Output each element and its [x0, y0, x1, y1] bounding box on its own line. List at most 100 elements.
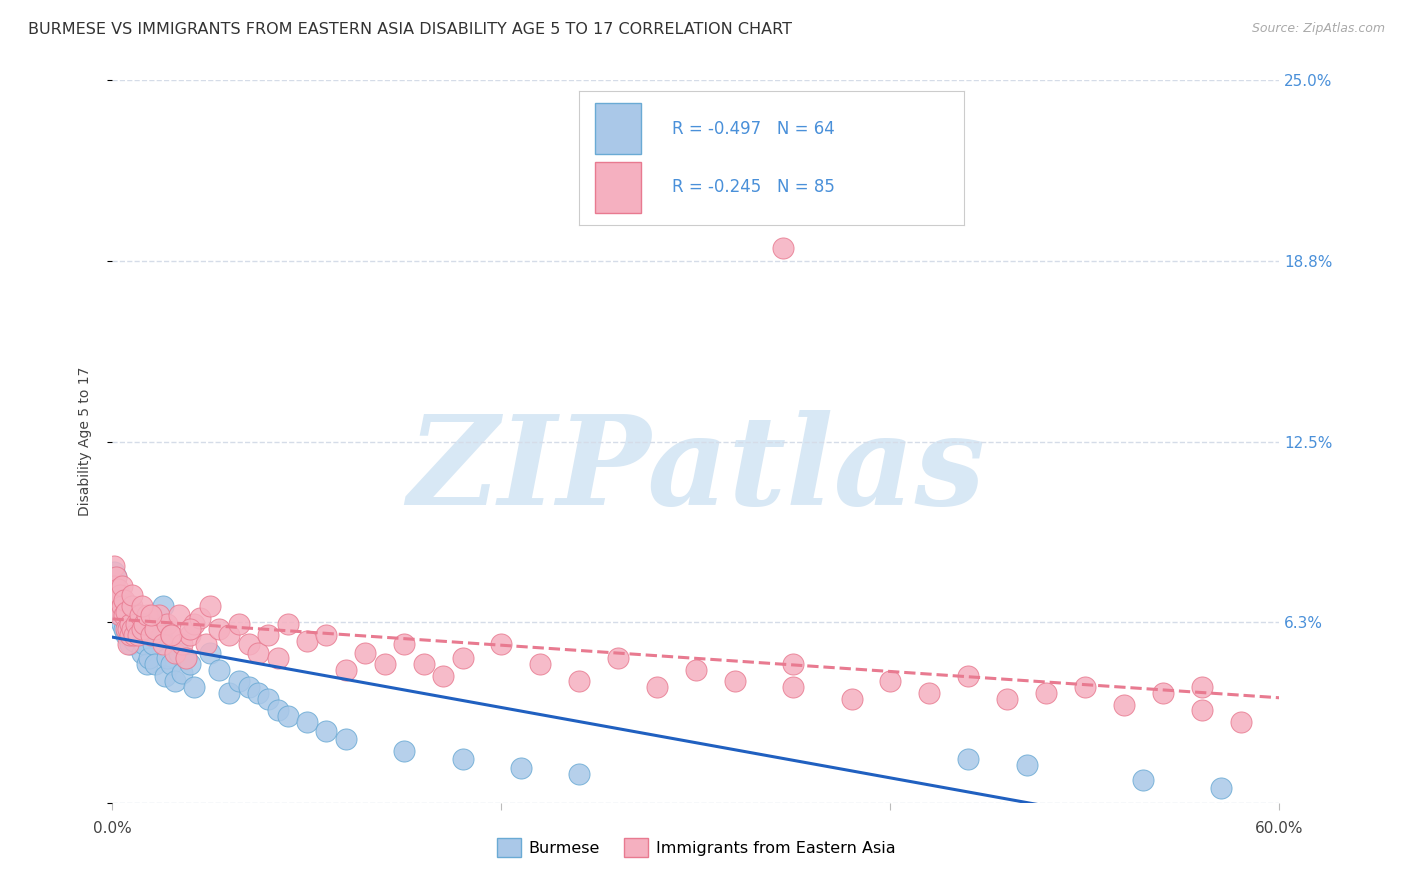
- Point: [107, 582, 129, 596]
- Point: [179, 628, 201, 642]
- Point: [1074, 680, 1097, 694]
- Point: [138, 651, 160, 665]
- Point: [160, 657, 183, 671]
- Point: [117, 623, 139, 637]
- Point: [156, 651, 179, 665]
- Point: [136, 607, 159, 622]
- Point: [1191, 703, 1213, 717]
- Point: [568, 674, 591, 689]
- Point: [772, 241, 794, 255]
- Point: [491, 637, 513, 651]
- Point: [179, 623, 201, 637]
- Point: [267, 703, 290, 717]
- Point: [879, 674, 901, 689]
- Point: [122, 628, 145, 642]
- Point: [111, 579, 134, 593]
- Point: [112, 605, 135, 619]
- Point: [103, 558, 125, 573]
- Point: [117, 637, 139, 651]
- Point: [1209, 781, 1232, 796]
- Point: [172, 637, 194, 651]
- Text: ZIPatlas: ZIPatlas: [406, 409, 986, 532]
- Point: [128, 628, 150, 642]
- Point: [1112, 698, 1135, 712]
- Point: [394, 637, 416, 651]
- Point: [335, 732, 357, 747]
- Legend: Burmese, Immigrants from Eastern Asia: Burmese, Immigrants from Eastern Asia: [491, 831, 901, 863]
- Point: [295, 634, 318, 648]
- Point: [160, 628, 183, 642]
- Point: [160, 628, 183, 642]
- Point: [118, 616, 141, 631]
- Point: [257, 691, 280, 706]
- Point: [238, 637, 260, 651]
- Point: [152, 637, 174, 651]
- Point: [335, 663, 357, 677]
- Point: [148, 607, 170, 622]
- Point: [143, 623, 166, 637]
- Point: [315, 723, 337, 738]
- Point: [112, 593, 135, 607]
- Point: [176, 651, 198, 665]
- Point: [152, 599, 174, 614]
- Point: [247, 646, 270, 660]
- Point: [267, 651, 290, 665]
- Point: [782, 657, 804, 671]
- Point: [228, 674, 250, 689]
- Point: [218, 628, 240, 642]
- Point: [179, 657, 201, 671]
- Point: [121, 588, 143, 602]
- Point: [136, 657, 159, 671]
- Point: [121, 616, 143, 631]
- Point: [412, 657, 434, 671]
- Point: [194, 637, 217, 651]
- Text: Source: ZipAtlas.com: Source: ZipAtlas.com: [1251, 22, 1385, 36]
- Point: [111, 593, 134, 607]
- Point: [125, 623, 148, 637]
- Point: [153, 668, 176, 682]
- Point: [148, 616, 170, 631]
- Point: [132, 637, 155, 651]
- Point: [131, 646, 153, 660]
- Point: [115, 623, 138, 637]
- Point: [107, 588, 129, 602]
- Point: [105, 593, 128, 607]
- Point: [118, 637, 141, 651]
- Point: [918, 686, 941, 700]
- Point: [238, 680, 260, 694]
- Point: [841, 691, 863, 706]
- Point: [685, 663, 707, 677]
- Point: [188, 611, 211, 625]
- Point: [121, 599, 143, 614]
- Point: [142, 637, 165, 651]
- Point: [117, 607, 139, 622]
- Point: [141, 628, 163, 642]
- Point: [121, 628, 143, 642]
- Point: [995, 691, 1018, 706]
- Point: [957, 752, 980, 766]
- Point: [354, 646, 377, 660]
- Point: [645, 680, 668, 694]
- Point: [121, 623, 143, 637]
- Point: [103, 579, 125, 593]
- Point: [1229, 714, 1251, 729]
- Point: [128, 607, 150, 622]
- Point: [107, 599, 129, 614]
- Point: [156, 616, 179, 631]
- Point: [218, 686, 240, 700]
- Point: [167, 646, 190, 660]
- Point: [117, 623, 139, 637]
- Point: [107, 593, 129, 607]
- Point: [257, 628, 280, 642]
- Point: [132, 616, 155, 631]
- Point: [568, 767, 591, 781]
- Point: [110, 588, 132, 602]
- Point: [122, 634, 145, 648]
- Point: [163, 674, 186, 689]
- Point: [103, 565, 125, 579]
- Point: [451, 752, 474, 766]
- Point: [228, 616, 250, 631]
- Y-axis label: Disability Age 5 to 17: Disability Age 5 to 17: [77, 367, 91, 516]
- Point: [141, 607, 163, 622]
- Point: [315, 628, 337, 642]
